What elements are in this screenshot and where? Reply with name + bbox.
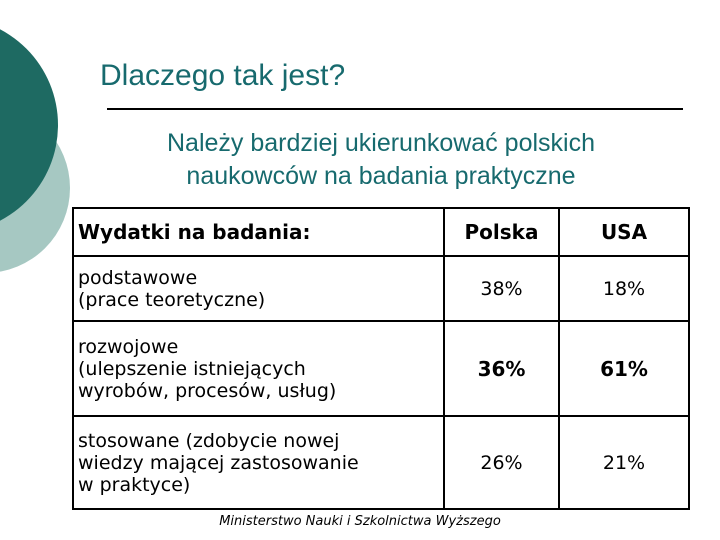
row-label-rozwojowe: rozwojowe (ulepszenie istniejących wyrob… — [72, 320, 445, 417]
table-row-podstawowe: podstawowe (prace teoretyczne) 38% 18% — [72, 255, 690, 322]
value-stosowane-usa: 21% — [558, 415, 690, 510]
table-row-stosowane: stosowane (zdobycie nowej wiedzy mającej… — [72, 415, 690, 510]
title-divider-line — [107, 108, 683, 110]
row-label-stosowane: stosowane (zdobycie nowej wiedzy mającej… — [72, 415, 445, 510]
table-header-row: Wydatki na badania: Polska USA — [72, 207, 690, 257]
value-podstawowe-polska: 38% — [443, 255, 560, 322]
slide-title: Dlaczego tak jest? — [100, 59, 346, 92]
value-podstawowe-usa: 18% — [558, 255, 690, 322]
slide-footer: Ministerstwo Nauki i Szkolnictwa Wyższeg… — [219, 514, 501, 529]
header-polska: Polska — [443, 207, 560, 257]
value-rozwojowe-usa: 61% — [558, 320, 690, 417]
research-spending-table: Wydatki na badania: Polska USA podstawow… — [72, 207, 690, 510]
row-label-podstawowe: podstawowe (prace teoretyczne) — [72, 255, 445, 322]
value-stosowane-polska: 26% — [443, 415, 560, 510]
slide-subtitle: Należy bardziej ukierunkować polskich na… — [167, 129, 595, 190]
table-row-rozwojowe: rozwojowe (ulepszenie istniejących wyrob… — [72, 320, 690, 417]
header-category: Wydatki na badania: — [72, 207, 445, 257]
value-rozwojowe-polska: 36% — [443, 320, 560, 417]
header-usa: USA — [558, 207, 690, 257]
